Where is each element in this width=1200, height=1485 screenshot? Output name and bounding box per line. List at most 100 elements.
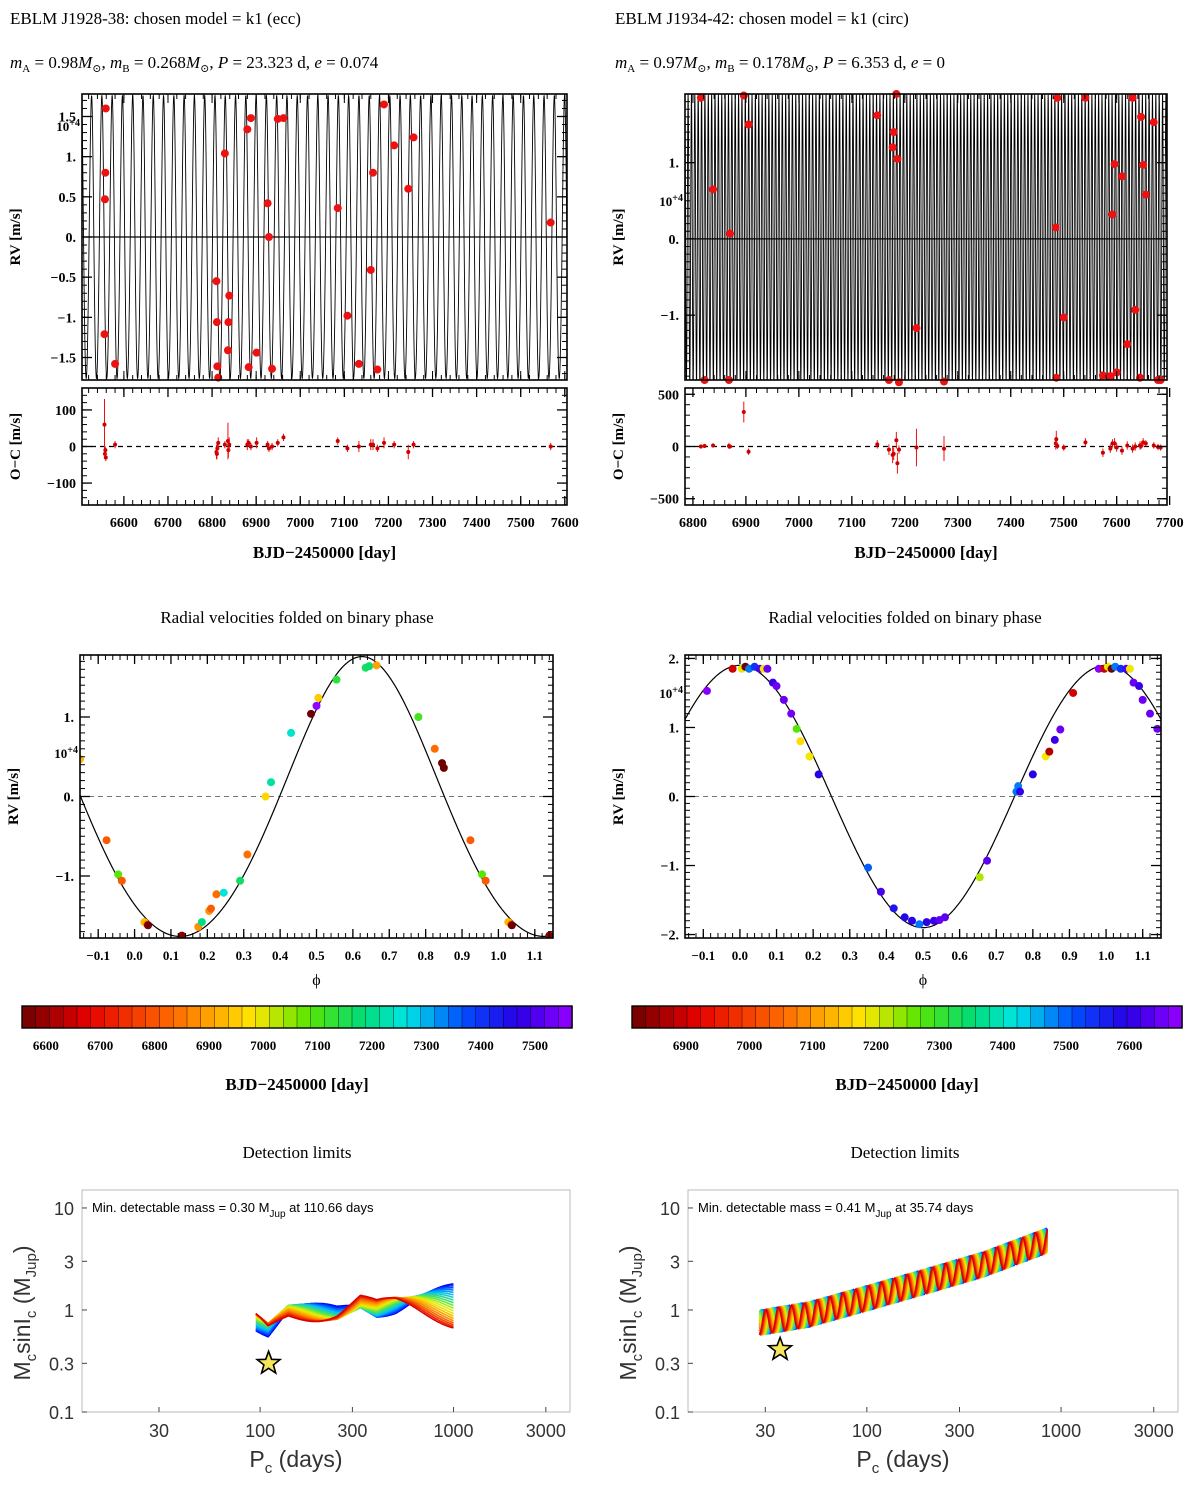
fold-right-panel: −2. −1. 0. 1. 2. −0.1 0.0 0.1 0.2 0.3 0.4 0.5 0.6 0.7… xyxy=(611,652,1162,989)
colorbar-left-segment xyxy=(558,1005,573,1029)
colorbar-left: 6600 6700 6800 6900 7000 7100 7200 7300 7400 7500… xyxy=(21,1005,573,1094)
oc-right-panel: −500 0 500 6800 6900 7000 7100 7200 7300 7400 7500… xyxy=(611,387,1184,562)
colorbar-left-segment xyxy=(228,1005,243,1029)
oc-left-point xyxy=(113,442,118,447)
colorbar-left-tick-label: 7300 xyxy=(413,1038,439,1053)
fold-right-xtick-label: 0.3 xyxy=(842,948,859,963)
rv-left-ytick-label: −0.5 xyxy=(51,271,76,286)
colorbar-right-segment xyxy=(824,1005,839,1029)
colorbar-right-segment xyxy=(755,1005,771,1029)
oc-left-xtick-label: 7600 xyxy=(551,516,579,531)
oc-left-point xyxy=(266,446,271,451)
fold-left-point xyxy=(212,890,221,899)
oc-left-point xyxy=(222,442,227,447)
det-left-limit-curve xyxy=(255,1296,454,1325)
colorbar-right-tick-label: 7300 xyxy=(926,1038,952,1053)
colorbar-right-segment xyxy=(865,1005,881,1029)
det-right-ylabel: McsinIc (MJup) xyxy=(615,1245,646,1380)
rv-right-multiplier: 10+4 xyxy=(659,193,683,209)
colorbar-left-segment xyxy=(186,1005,202,1029)
fold-left-point xyxy=(102,836,111,845)
oc-right-xtick-label: 6900 xyxy=(732,516,760,531)
oc-right-ytick-label: 0 xyxy=(672,441,679,456)
fold-right-xtick-label: 0.5 xyxy=(915,948,932,963)
fold-right-point xyxy=(975,873,984,882)
fold-left-point xyxy=(466,836,475,845)
oc-left-xtick-label: 6900 xyxy=(242,516,270,531)
oc-left-xtick-label: 7300 xyxy=(419,516,447,531)
colorbar-left-segment xyxy=(296,1005,312,1029)
rv-right-point xyxy=(739,91,748,100)
fold-left-point xyxy=(287,728,296,737)
fold-right-title: Radial velocities folded on binary phase xyxy=(768,608,1041,627)
colorbar-left-segment xyxy=(35,1005,51,1029)
colorbar-left-label: BJD−2450000 [day] xyxy=(225,1075,368,1094)
oc-right-point xyxy=(895,461,900,466)
det-left-ytick-label: 3 xyxy=(64,1252,74,1272)
oc-left-xtick-label: 7500 xyxy=(507,516,535,531)
oc-left-point xyxy=(548,444,553,449)
det-right-ytick-label: 1 xyxy=(670,1301,680,1321)
fold-right-point xyxy=(1138,695,1147,704)
rv-right-point xyxy=(1081,93,1090,102)
oc-left-point xyxy=(254,440,259,445)
det-right-xtick-label: 30 xyxy=(755,1421,775,1441)
rv-left-point xyxy=(354,359,363,368)
oc-left-xtick-label: 7400 xyxy=(463,516,491,531)
oc-left-point xyxy=(375,446,380,451)
colorbar-left-segment xyxy=(76,1005,92,1029)
det-left-limit-curve xyxy=(255,1297,454,1325)
oc-left-point xyxy=(215,446,220,451)
rv-right-point xyxy=(1053,93,1062,102)
rv-left-point xyxy=(263,199,272,208)
colorbar-right-tick-label: 7000 xyxy=(736,1038,762,1053)
colorbar-left-segment xyxy=(49,1005,64,1029)
oc-right-point xyxy=(1151,443,1156,448)
colorbar-right-segment xyxy=(796,1005,812,1029)
fold-left-ytick-label: 1. xyxy=(64,711,75,726)
oc-left-point xyxy=(382,440,387,445)
colorbar-right-segment xyxy=(1071,1005,1087,1029)
rv-left-point xyxy=(369,168,377,177)
oc-left-point xyxy=(281,435,286,440)
oc-right-xlabel: BJD−2450000 [day] xyxy=(854,543,997,562)
oc-right-point xyxy=(1139,443,1144,448)
fold-right-xtick-label: 0.6 xyxy=(951,948,968,963)
fold-left-xtick-label: 0.9 xyxy=(454,948,471,963)
colorbar-right-segment xyxy=(989,1005,1004,1029)
det-right-ytick-label: 0.1 xyxy=(655,1403,680,1423)
oc-right-point xyxy=(1114,445,1119,450)
rv-right-params: mA = 0.97M⊙, mB = 0.178M⊙, P = 6.353 d, … xyxy=(615,53,945,75)
rv-right-title: EBLM J1934-42: chosen model = k1 (circ) xyxy=(615,9,909,28)
oc-right-point xyxy=(875,442,880,447)
rv-right-point xyxy=(1141,190,1150,199)
rv-right-point xyxy=(1110,160,1119,169)
det-left-ytick-label: 1 xyxy=(64,1301,74,1321)
oc-left-point xyxy=(411,442,416,447)
colorbar-right-segment xyxy=(1030,1005,1046,1029)
oc-left-point xyxy=(216,440,221,445)
rv-left-point xyxy=(546,218,555,227)
det-left-panel: 30 100 300 1000 3000 0.1 0.3 1 3 10 Min. detectabl… xyxy=(9,1189,571,1477)
oc-right-ytick-label: −500 xyxy=(650,493,679,508)
colorbar-right-segment xyxy=(728,1005,743,1029)
fold-right-xtick-label: 0.4 xyxy=(878,948,895,963)
rv-right-point xyxy=(1106,372,1115,381)
fold-right-point xyxy=(922,918,931,927)
colorbar-right-segment xyxy=(1044,1005,1059,1029)
rv-right-point xyxy=(889,128,898,137)
oc-right-point xyxy=(1054,437,1059,442)
fold-left-xtick-label: 0.6 xyxy=(345,948,362,963)
rv-right-point xyxy=(1117,172,1126,181)
fold-right-model-curve xyxy=(685,664,1161,929)
colorbar-left-tick-label: 7100 xyxy=(305,1038,331,1053)
colorbar-right-segment xyxy=(673,1005,688,1029)
fold-left-xtick-label: −0.1 xyxy=(86,948,110,963)
fold-right-point xyxy=(1050,735,1059,744)
fold-left-point xyxy=(481,876,490,885)
colorbar-right-frame xyxy=(631,1005,1183,1029)
fold-left-point xyxy=(197,918,206,927)
det-left-xtick-label: 3000 xyxy=(526,1421,566,1441)
fold-left-point xyxy=(365,662,374,671)
oc-left-point xyxy=(371,442,375,447)
